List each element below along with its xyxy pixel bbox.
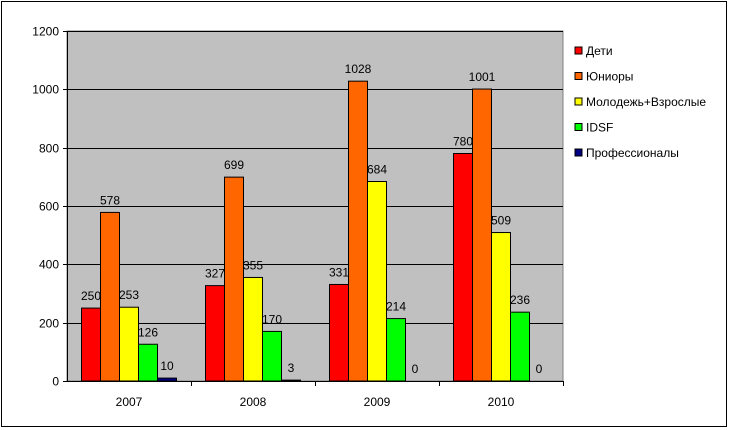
- bar-3-0: [138, 343, 158, 382]
- data-label: 684: [367, 163, 387, 177]
- legend-label: Юниоры: [586, 70, 633, 84]
- y-tick-label: 1200: [32, 25, 59, 39]
- data-label: 10: [160, 359, 174, 373]
- data-label: 214: [386, 300, 406, 314]
- data-label: 327: [205, 267, 225, 281]
- legend-swatch: [574, 97, 583, 106]
- y-tick-label: 0: [52, 375, 59, 389]
- y-tick-label: 600: [39, 200, 59, 214]
- legend-swatch: [574, 123, 583, 131]
- legend-label: Молодежь+Взрослые: [586, 95, 706, 109]
- x-tick-label: 2010: [488, 395, 515, 409]
- bar-3-1: [262, 330, 282, 382]
- x-tick-label: 2009: [364, 395, 391, 409]
- y-tick-label: 1000: [32, 83, 59, 97]
- data-label: 355: [243, 258, 263, 272]
- data-label: 331: [329, 265, 349, 279]
- bar-2-1: [243, 276, 263, 382]
- y-tick-label: 200: [39, 317, 59, 331]
- bar-2-2: [367, 181, 387, 382]
- y-tick-label: 800: [39, 142, 59, 156]
- data-label: 253: [119, 288, 139, 302]
- data-label: 126: [138, 325, 158, 339]
- bar-0-3: [453, 153, 473, 382]
- legend-label: Профессионалы: [586, 146, 679, 160]
- bar-1-2: [348, 80, 368, 382]
- bar-3-3: [510, 311, 530, 382]
- legend-label: Дети: [586, 44, 613, 58]
- data-label: 170: [262, 312, 282, 326]
- data-label: 578: [100, 193, 120, 207]
- data-label: 509: [491, 214, 511, 228]
- bar-0-1: [205, 285, 225, 382]
- data-label: 780: [453, 135, 473, 149]
- data-label: 3: [288, 361, 295, 375]
- bar-1-0: [100, 211, 120, 382]
- data-label: 236: [510, 293, 530, 307]
- data-label: 250: [81, 289, 101, 303]
- bar-0-0: [81, 307, 101, 382]
- bar-4-0: [157, 377, 177, 382]
- data-label: 1001: [469, 70, 496, 84]
- bar-1-3: [472, 88, 492, 382]
- legend-swatch: [574, 46, 583, 55]
- data-label: 0: [536, 362, 543, 376]
- data-label: 0: [412, 362, 419, 376]
- legend-swatch: [574, 72, 583, 80]
- bar-0-2: [329, 283, 349, 382]
- legend-label: IDSF: [586, 121, 613, 135]
- y-tick-label: 400: [39, 258, 59, 272]
- bar-2-0: [119, 306, 139, 382]
- data-label: 699: [224, 158, 244, 172]
- bar-1-1: [224, 176, 244, 382]
- bar-3-2: [386, 318, 406, 382]
- legend-swatch: [574, 148, 583, 157]
- bar-4-1: [281, 379, 301, 382]
- bar-2-3: [491, 232, 511, 382]
- x-tick-label: 2007: [116, 395, 143, 409]
- x-tick-label: 2008: [240, 395, 267, 409]
- data-label: 1028: [345, 62, 372, 76]
